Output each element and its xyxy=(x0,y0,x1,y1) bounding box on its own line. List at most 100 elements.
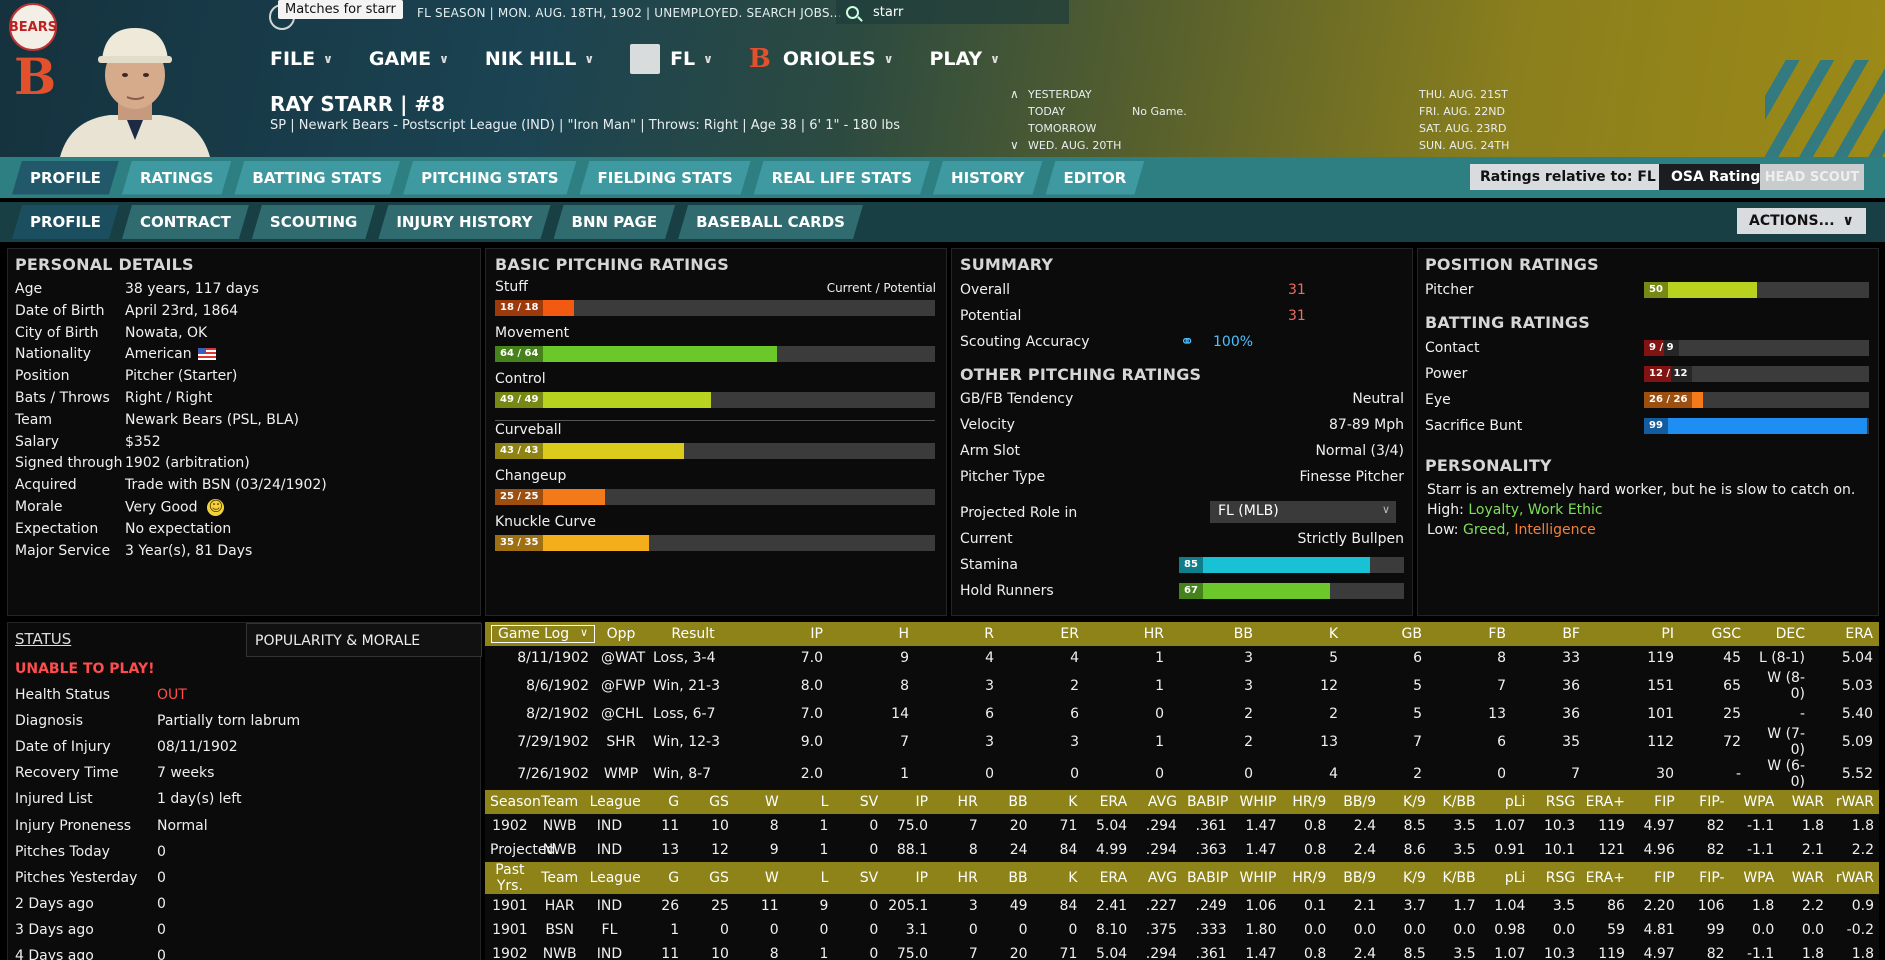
column-header[interactable]: RSG xyxy=(1530,862,1581,894)
column-header[interactable]: HR xyxy=(933,790,983,814)
tab-batting-stats[interactable]: BATTING STATS xyxy=(234,161,400,195)
schedule-row[interactable]: FRI. AUG. 22ND xyxy=(1419,105,1505,118)
stats-row[interactable]: 1901 HAR IND 26 25 11 9 0 205.1 3 49 84 2.41 .227 .249… xyxy=(485,894,1879,918)
subtab-profile[interactable]: PROFILE xyxy=(12,205,119,239)
subtab-bnn-page[interactable]: BNN PAGE xyxy=(554,205,676,239)
schedule-row[interactable]: YESTERDAY xyxy=(1028,88,1092,101)
scroll-down-icon[interactable]: ∨ xyxy=(1010,138,1019,152)
column-header[interactable]: GB xyxy=(1344,622,1428,646)
column-header[interactable]: G xyxy=(634,862,685,894)
stats-row[interactable]: Projected NWB IND 13 12 9 1 0 88.1 8 24 84 4.99 .294.… xyxy=(485,838,1879,862)
column-header[interactable]: WPA xyxy=(1729,862,1780,894)
menu-file[interactable]: FILE ∨ xyxy=(270,48,333,70)
subtab-injury-history[interactable]: INJURY HISTORY xyxy=(378,205,550,239)
column-header[interactable]: rWAR xyxy=(1829,862,1879,894)
column-header[interactable]: FIP xyxy=(1629,862,1680,894)
column-header[interactable]: ERA xyxy=(1082,862,1133,894)
column-header[interactable]: HR/9 xyxy=(1281,862,1332,894)
popularity-morale-tab[interactable]: POPULARITY & MORALE xyxy=(246,623,482,657)
column-header[interactable]: K xyxy=(1032,862,1083,894)
column-header[interactable]: GS xyxy=(684,790,734,814)
ratings-relative-dropdown[interactable]: Ratings relative to: FL∨ xyxy=(1470,164,1686,190)
column-header[interactable]: K/BB xyxy=(1430,862,1481,894)
column-header[interactable]: rWAR xyxy=(1829,790,1879,814)
column-header[interactable]: WAR xyxy=(1779,862,1830,894)
column-header[interactable]: ERA xyxy=(1811,622,1879,646)
column-header[interactable]: W xyxy=(733,790,784,814)
column-header[interactable]: WHIP xyxy=(1231,790,1282,814)
actions-dropdown[interactable]: ACTIONS... ∨ xyxy=(1737,208,1866,234)
column-header[interactable]: pLi xyxy=(1480,790,1531,814)
column-header[interactable]: K/BB xyxy=(1430,790,1481,814)
column-header[interactable]: HR xyxy=(933,862,983,894)
tab-history[interactable]: HISTORY xyxy=(933,161,1043,195)
column-header[interactable]: RSG xyxy=(1530,790,1581,814)
season-status-line[interactable]: FL SEASON | MON. AUG. 18TH, 1902 | UNEMP… xyxy=(417,6,842,20)
menu-manager[interactable]: NIK HILL ∨ xyxy=(484,48,595,70)
column-header[interactable]: DEC xyxy=(1747,622,1811,646)
column-header[interactable]: BB/9 xyxy=(1331,790,1382,814)
column-header[interactable]: IP xyxy=(883,790,934,814)
game-log-row[interactable]: 8/11/1902 @WAT Loss, 3-4 7.0 9 4 4 1 3 5 6 8 33 119 45… xyxy=(485,646,1879,670)
column-header[interactable]: FB xyxy=(1428,622,1512,646)
column-header[interactable]: WHIP xyxy=(1231,862,1282,894)
menu-league[interactable]: FL ∨ xyxy=(630,44,713,74)
tab-fielding-stats[interactable]: FIELDING STATS xyxy=(580,161,751,195)
game-log-row[interactable]: 8/6/1902 @FWP Win, 21-3 8.0 8 3 2 1 3 12 5 7 36 151 65… xyxy=(485,670,1879,702)
schedule-row[interactable]: SAT. AUG. 23RD xyxy=(1419,122,1507,135)
column-header[interactable]: K/9 xyxy=(1381,790,1431,814)
schedule-row[interactable]: THU. AUG. 21ST xyxy=(1419,88,1508,101)
column-header[interactable]: AVG xyxy=(1132,790,1182,814)
subtab-contract[interactable]: CONTRACT xyxy=(122,205,249,239)
column-header[interactable]: ER xyxy=(1000,622,1085,646)
schedule-row[interactable]: SUN. AUG. 24TH xyxy=(1419,139,1510,152)
column-header[interactable]: BB xyxy=(982,862,1033,894)
column-header[interactable]: ERA+ xyxy=(1580,862,1630,894)
column-header[interactable]: GS xyxy=(684,862,734,894)
stats-row[interactable]: 1901 BSN FL 1 0 0 0 0 3.1 0 0 0 8.10 .375 .333 1.80 0.0 0… xyxy=(485,918,1879,942)
stats-row[interactable]: 1902 NWB IND 11 10 8 1 0 75.0 7 20 71 5.04.294.361 1.… xyxy=(485,942,1879,960)
tab-editor[interactable]: EDITOR xyxy=(1046,161,1145,195)
column-header[interactable]: ERA+ xyxy=(1580,790,1630,814)
column-header[interactable]: Result xyxy=(647,622,739,646)
column-header[interactable]: R xyxy=(915,622,1000,646)
menu-play[interactable]: PLAY ∨ xyxy=(929,48,1000,70)
column-header[interactable]: K xyxy=(1259,622,1344,646)
column-header[interactable]: L xyxy=(783,790,834,814)
search-box[interactable] xyxy=(836,0,1069,24)
game-log-row[interactable]: 7/29/1902 SHR Win, 12-3 9.0 7 3 3 1 2 13 7 6 35 112 72… xyxy=(485,726,1879,758)
column-header[interactable]: BB xyxy=(982,790,1033,814)
game-log-row[interactable]: 8/2/1902 @CHL Loss, 6-7 7.0 14 6 6 0 2 2 5 13 36 101 2… xyxy=(485,702,1879,726)
projected-role-select[interactable]: FL (MLB) ∨ xyxy=(1210,501,1396,523)
column-header[interactable]: League xyxy=(584,862,641,894)
column-header[interactable]: League xyxy=(584,790,641,814)
status-tab[interactable]: STATUS xyxy=(15,630,72,648)
column-header[interactable]: BABIP xyxy=(1181,862,1232,894)
menu-game[interactable]: GAME ∨ xyxy=(368,48,449,70)
schedule-row[interactable]: TODAY No Game. xyxy=(1028,105,1187,118)
column-header[interactable]: K/9 xyxy=(1381,862,1431,894)
subtab-scouting[interactable]: SCOUTING xyxy=(252,205,375,239)
schedule-row[interactable]: TOMORROW xyxy=(1028,122,1097,135)
game-log-row[interactable]: 7/26/1902 WMP Win, 8-7 2.0 1 0 0 0 0 4 2 0 7 30 - W (6-… xyxy=(485,758,1879,790)
column-header[interactable]: FIP- xyxy=(1679,790,1730,814)
scroll-up-icon[interactable]: ∧ xyxy=(1010,87,1019,101)
column-header[interactable]: SV xyxy=(833,862,884,894)
tab-profile[interactable]: PROFILE xyxy=(12,161,119,195)
column-header[interactable]: WPA xyxy=(1729,790,1780,814)
search-input[interactable] xyxy=(873,4,1043,20)
tab-real-life-stats[interactable]: REAL LIFE STATS xyxy=(754,161,930,195)
column-header[interactable]: FIP xyxy=(1629,790,1680,814)
column-header[interactable]: Season xyxy=(485,790,541,814)
column-header[interactable]: pLi xyxy=(1480,862,1531,894)
column-header[interactable]: GSC xyxy=(1680,622,1747,646)
column-header[interactable]: IP xyxy=(739,622,829,646)
column-header[interactable]: SV xyxy=(833,790,884,814)
column-header[interactable]: L xyxy=(783,862,834,894)
team-logo[interactable]: BEARS xyxy=(9,3,57,51)
column-header[interactable]: H xyxy=(829,622,915,646)
column-header[interactable]: PI xyxy=(1586,622,1680,646)
column-header[interactable]: ERA xyxy=(1082,790,1133,814)
column-header[interactable]: BB/9 xyxy=(1331,862,1382,894)
column-header[interactable]: W xyxy=(733,862,784,894)
